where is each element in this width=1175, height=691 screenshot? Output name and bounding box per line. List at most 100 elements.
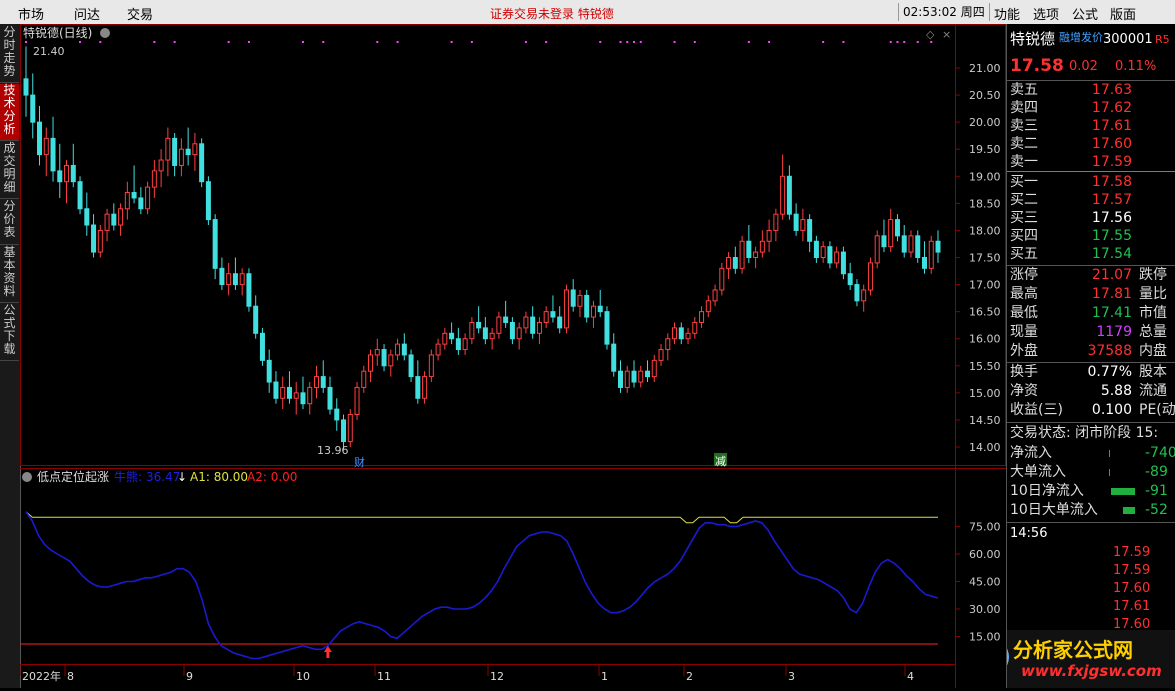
indicator-menu-icon	[22, 472, 32, 482]
candle	[266, 359, 272, 383]
x-axis-label: 1	[601, 670, 608, 683]
bid-price[interactable]: 17.57	[1091, 192, 1132, 208]
tab-price-table[interactable]: 分价表	[0, 200, 19, 245]
candle	[178, 148, 184, 166]
bid-price[interactable]: 17.58	[1091, 174, 1132, 190]
stock-code: 300001	[1103, 32, 1153, 47]
candle	[374, 349, 380, 356]
candle	[354, 386, 360, 416]
tab-technical[interactable]: 技术分析	[0, 84, 19, 141]
x-axis-label: 9	[186, 670, 193, 683]
menu-trade[interactable]: 交易	[127, 8, 154, 23]
price-axis-label: 17.50	[969, 252, 1001, 265]
candle	[854, 284, 860, 302]
menu-market[interactable]: 市场	[18, 8, 45, 23]
indicator-axis-label: 30.00	[969, 603, 1001, 616]
stat2-label-2: 股本	[1139, 364, 1167, 380]
ask-label: 卖五	[1010, 82, 1038, 98]
candle	[77, 181, 83, 210]
candle	[43, 137, 49, 156]
candle	[482, 327, 488, 340]
flow-value: -52	[1145, 502, 1168, 518]
stat2-value: 0.77%	[1087, 364, 1132, 380]
bid-price[interactable]: 17.54	[1091, 246, 1132, 262]
stat-label: 外盘	[1010, 343, 1038, 359]
candle	[840, 251, 846, 275]
candle	[577, 294, 583, 307]
stock-tag[interactable]: 融增发价	[1059, 31, 1103, 44]
high-label: 21.40	[33, 45, 65, 58]
menu-formula[interactable]: 公式	[1072, 8, 1099, 23]
price-change: 0.02	[1069, 59, 1098, 74]
price-axis-label: 17.00	[969, 279, 1001, 292]
menu-layout[interactable]: 版面	[1110, 8, 1137, 23]
candle	[280, 386, 286, 399]
close-icon: ×	[942, 28, 951, 41]
price-axis-label: 15.50	[969, 360, 1001, 373]
candle	[813, 240, 819, 258]
candle	[401, 343, 407, 356]
signal-dot	[376, 41, 379, 43]
candle	[617, 370, 623, 388]
menu-wenda[interactable]: 问达	[74, 8, 101, 23]
tick-price: 17.59	[1113, 563, 1151, 578]
tab-basic-info[interactable]: 基本资料	[0, 246, 19, 303]
bid-price[interactable]: 17.56	[1091, 210, 1132, 226]
candle	[273, 381, 279, 399]
signal-dot	[842, 41, 845, 43]
tick-price: 17.60	[1113, 581, 1151, 596]
ask-price[interactable]: 17.63	[1091, 82, 1132, 98]
ask-price[interactable]: 17.61	[1091, 118, 1132, 134]
flow-label: 大单流入	[1010, 464, 1066, 480]
candle	[509, 321, 515, 340]
flow-bar	[1109, 469, 1110, 476]
candle	[199, 143, 205, 183]
candle	[476, 321, 482, 329]
event-label-cai[interactable]: 财	[354, 455, 365, 469]
candle	[469, 321, 475, 340]
candle	[888, 219, 894, 248]
candle	[70, 164, 76, 183]
signal-dot	[545, 41, 548, 43]
login-notice[interactable]: 证券交易未登录 特锐德	[490, 7, 614, 21]
candle	[732, 257, 738, 269]
tab-formula-download[interactable]: 公式下载	[0, 304, 19, 361]
event-label-jian[interactable]: 减	[715, 455, 726, 468]
candle	[395, 343, 401, 356]
menu-function[interactable]: 功能	[994, 8, 1021, 23]
price-axis-label: 14.00	[969, 441, 1001, 454]
chart-area[interactable]: 21.00 20.50 20.00 19.50 19.00 18.50 18.00 17.50…	[19, 24, 1006, 688]
bid-label: 买一	[1010, 174, 1038, 190]
candle	[699, 311, 705, 323]
tab-deals[interactable]: 成交明细	[0, 142, 19, 199]
ask-price[interactable]: 17.59	[1091, 154, 1132, 170]
candle	[536, 321, 542, 334]
candle	[672, 327, 678, 340]
x-axis-label: 4	[907, 670, 914, 683]
candle	[550, 311, 556, 318]
x-axis-label: 8	[67, 670, 74, 683]
ask-price[interactable]: 17.62	[1091, 100, 1132, 116]
price-axis-label: 19.50	[969, 143, 1001, 156]
stat2-label: 净资	[1010, 383, 1038, 399]
price-axis-label: 20.00	[969, 116, 1001, 129]
candle	[64, 164, 70, 183]
candle	[874, 235, 880, 264]
stat2-value: 0.100	[1091, 402, 1132, 418]
x-axis-label: 3	[788, 670, 795, 683]
bid-price[interactable]: 17.55	[1091, 228, 1132, 244]
stat2-label: 收益(三)	[1010, 402, 1063, 418]
signal-dot	[153, 41, 156, 43]
clock: 02:53:02 周四	[898, 3, 990, 21]
kline-chart[interactable]: 21.00 20.50 20.00 19.50 19.00 18.50 18.00 17.50…	[19, 24, 1006, 688]
candle	[104, 213, 110, 231]
tab-intraday[interactable]: 分时走势	[0, 26, 19, 83]
candle	[388, 354, 394, 367]
candle	[543, 311, 549, 323]
stat-value: 17.41	[1091, 305, 1132, 321]
ask-price[interactable]: 17.60	[1091, 136, 1132, 152]
candle	[584, 294, 590, 318]
menu-options[interactable]: 选项	[1033, 8, 1060, 23]
signal-dot	[673, 41, 676, 43]
candle	[232, 273, 238, 286]
